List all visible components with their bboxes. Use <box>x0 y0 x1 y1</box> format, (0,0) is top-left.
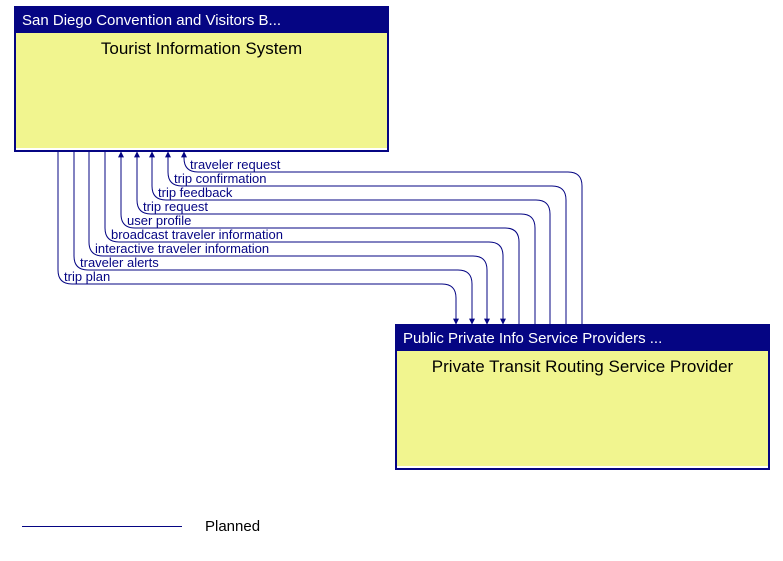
flow-label: broadcast traveler information <box>111 227 283 242</box>
node-body-top: Tourist Information System <box>16 33 387 148</box>
flow-label: trip confirmation <box>174 171 266 186</box>
legend-line <box>22 526 182 527</box>
flow-label: trip plan <box>64 269 110 284</box>
node-header-bottom: Public Private Info Service Providers ..… <box>397 326 768 351</box>
flow-label: trip request <box>143 199 208 214</box>
flow-label: traveler request <box>190 157 280 172</box>
flow-label: trip feedback <box>158 185 232 200</box>
flow-label: interactive traveler information <box>95 241 269 256</box>
legend-label: Planned <box>205 518 260 535</box>
node-tourist-info: San Diego Convention and Visitors B... T… <box>14 6 389 152</box>
flow-label: user profile <box>127 213 191 228</box>
node-body-bottom: Private Transit Routing Service Provider <box>397 351 768 466</box>
node-header-top: San Diego Convention and Visitors B... <box>16 8 387 33</box>
node-private-transit: Public Private Info Service Providers ..… <box>395 324 770 470</box>
flow-label: traveler alerts <box>80 255 159 270</box>
